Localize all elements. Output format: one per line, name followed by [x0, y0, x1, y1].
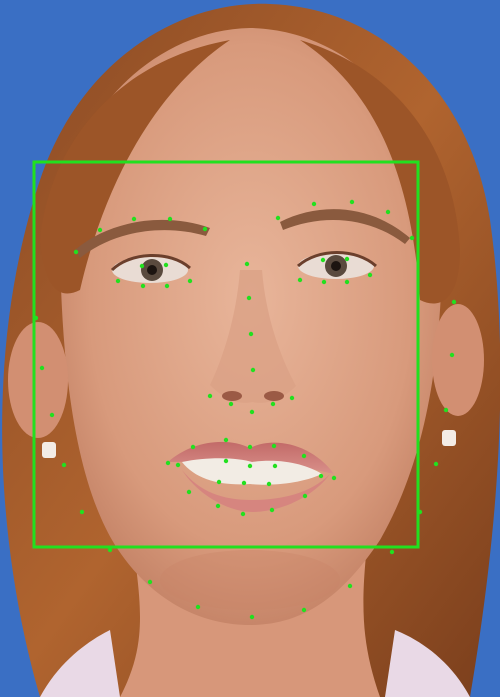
landmark-point: [433, 461, 439, 467]
landmark-point: [318, 473, 324, 479]
shoulder-strap: [40, 630, 120, 697]
landmark-point: [417, 509, 423, 515]
landmark-point: [186, 489, 192, 495]
left-earring: [42, 442, 56, 458]
landmark-point: [271, 443, 277, 449]
landmark-point: [187, 278, 193, 284]
landmark-point: [275, 215, 281, 221]
landmark-point: [202, 226, 208, 232]
right-eyelid: [296, 251, 378, 268]
landmark-point: [39, 365, 45, 371]
left-nostril: [222, 391, 242, 401]
landmark-point: [451, 299, 457, 305]
landmark-point: [228, 401, 234, 407]
right-earring: [442, 430, 456, 446]
landmark-point: [248, 331, 254, 337]
landmark-point: [223, 437, 229, 443]
hair-front-left: [40, 40, 230, 294]
landmark-point: [207, 393, 213, 399]
landmark-point: [61, 462, 67, 468]
landmark-point: [244, 261, 250, 267]
landmark-point: [115, 278, 121, 284]
landmark-point: [347, 583, 353, 589]
landmark-point: [140, 283, 146, 289]
landmark-point: [311, 201, 317, 207]
landmark-point: [449, 352, 455, 358]
landmark-point: [247, 463, 253, 469]
landmark-point: [190, 444, 196, 450]
landmark-point: [443, 407, 449, 413]
landmark-point: [247, 444, 253, 450]
landmark-points: [33, 199, 457, 620]
landmark-point: [195, 604, 201, 610]
right-pupil: [331, 261, 341, 271]
landmark-point: [344, 279, 350, 285]
landmark-point: [349, 199, 355, 205]
landmark-point: [331, 475, 337, 481]
landmark-point: [389, 549, 395, 555]
landmark-point: [249, 409, 255, 415]
landmark-point: [241, 480, 247, 486]
landmark-point: [297, 277, 303, 283]
landmark-point: [409, 235, 415, 241]
landmark-point: [272, 463, 278, 469]
right-eyebrow: [280, 209, 410, 244]
landmark-point: [147, 579, 153, 585]
left-pupil: [147, 265, 157, 275]
landmark-point: [139, 263, 145, 269]
landmark-point: [344, 256, 350, 262]
landmark-point: [165, 460, 171, 466]
landmark-point: [215, 503, 221, 509]
landmark-point: [107, 547, 113, 553]
landmark-point: [223, 458, 229, 464]
left-ear: [8, 322, 68, 438]
landmark-point: [49, 412, 55, 418]
landmark-point: [270, 401, 276, 407]
left-eyelid: [110, 254, 192, 272]
landmark-point: [246, 295, 252, 301]
upper-lip: [168, 441, 334, 474]
right-ear: [432, 304, 484, 416]
landmark-point: [33, 315, 39, 321]
landmark-point: [97, 227, 103, 233]
landmark-point: [73, 249, 79, 255]
shoulder-strap: [385, 630, 470, 697]
landmark-point: [289, 395, 295, 401]
landmark-point: [249, 614, 255, 620]
landmark-point: [164, 283, 170, 289]
right-nostril: [264, 391, 284, 401]
landmark-point: [167, 216, 173, 222]
chin-shadow: [160, 550, 340, 610]
landmark-point: [301, 453, 307, 459]
landmark-point: [175, 462, 181, 468]
landmark-point: [320, 257, 326, 263]
landmark-point: [302, 493, 308, 499]
teeth: [182, 458, 322, 485]
landmark-point: [301, 607, 307, 613]
nose: [210, 270, 296, 403]
left-eyebrow: [75, 219, 210, 258]
landmark-point: [367, 272, 373, 278]
landmark-point: [385, 209, 391, 215]
landmark-point: [250, 367, 256, 373]
landmark-point: [240, 511, 246, 517]
lower-lip: [182, 470, 330, 512]
face-bounding-box: [32, 160, 420, 549]
landmark-point: [216, 479, 222, 485]
hair-front-right: [300, 40, 460, 304]
landmark-point: [163, 262, 169, 268]
landmark-point: [269, 507, 275, 513]
landmark-point: [266, 481, 272, 487]
landmark-point: [79, 509, 85, 515]
landmark-point: [131, 216, 137, 222]
landmark-point: [321, 279, 327, 285]
